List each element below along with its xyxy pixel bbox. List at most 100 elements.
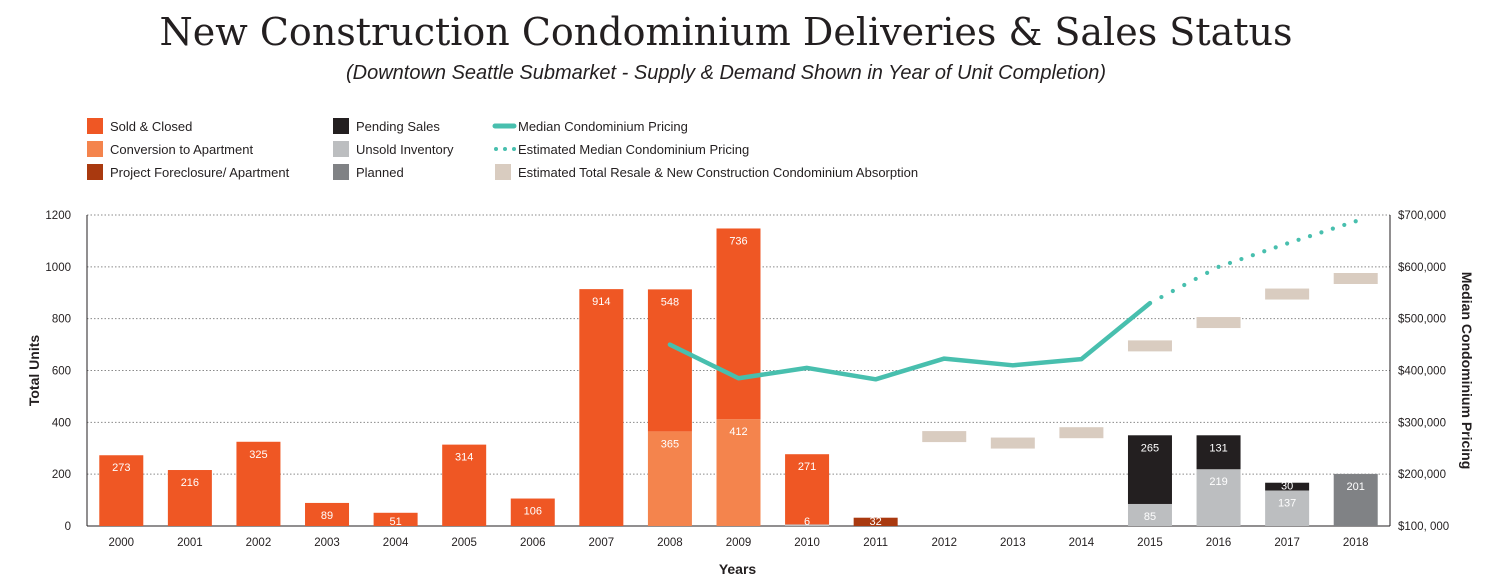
legend-item: Conversion to Apartment xyxy=(87,141,253,157)
y-axis-title: Total Units xyxy=(26,335,42,407)
estimated-pricing-dot xyxy=(1194,277,1198,281)
data-label: 548 xyxy=(661,296,679,308)
y-tick-label: 200 xyxy=(52,469,71,481)
x-tick-label: 2014 xyxy=(1069,537,1095,549)
x-tick-label: 2006 xyxy=(520,537,546,549)
legend-swatch xyxy=(87,141,103,157)
median-pricing xyxy=(670,219,1358,379)
bar-sold xyxy=(717,228,761,419)
legend-item: Sold & Closed xyxy=(87,118,192,134)
legend-label: Conversion to Apartment xyxy=(110,142,253,157)
absorption-marker xyxy=(922,431,966,442)
estimated-pricing-dot xyxy=(1296,238,1300,242)
legend-swatch xyxy=(333,118,349,134)
y-tick-label: 0 xyxy=(65,521,71,533)
data-label: 106 xyxy=(524,506,542,518)
estimated-pricing-dot xyxy=(1331,227,1335,231)
data-label: 314 xyxy=(455,452,473,464)
data-label: 219 xyxy=(1209,476,1227,488)
x-tick-label: 2017 xyxy=(1274,537,1300,549)
estimated-pricing-dot xyxy=(1228,261,1232,265)
data-label: 6 xyxy=(804,516,810,528)
legend-item: Median Condominium Pricing xyxy=(495,119,688,134)
legend-dot xyxy=(503,147,507,151)
y-tick-label: 1200 xyxy=(45,210,71,222)
legend-item: Pending Sales xyxy=(333,118,440,134)
legend-dot xyxy=(494,147,498,151)
y2-tick-label: $300,000 xyxy=(1398,417,1446,429)
absorption-marker xyxy=(991,438,1035,449)
absorption-marker xyxy=(1265,289,1309,300)
x-tick-label: 2011 xyxy=(863,537,888,549)
legend-label: Unsold Inventory xyxy=(356,142,454,157)
data-label: 201 xyxy=(1347,481,1365,493)
x-tick-label: 2015 xyxy=(1137,537,1163,549)
legend-swatch xyxy=(333,164,349,180)
absorption-marker xyxy=(1197,317,1241,328)
y2-tick-label: $100, 000 xyxy=(1398,521,1449,533)
data-label: 325 xyxy=(249,449,267,461)
x-tick-label: 2009 xyxy=(726,537,752,549)
legend-item: Project Foreclosure/ Apartment xyxy=(87,164,290,180)
legend-dot xyxy=(512,147,516,151)
estimated-pricing-dot xyxy=(1285,241,1289,245)
legend-swatch xyxy=(87,118,103,134)
absorption-marker xyxy=(1334,273,1378,284)
y2-tick-label: $700,000 xyxy=(1398,210,1446,222)
y2-tick-label: $200,000 xyxy=(1398,469,1446,481)
x-tick-label: 2003 xyxy=(314,537,340,549)
x-tick-label: 2004 xyxy=(383,537,409,549)
legend-item: Planned xyxy=(333,164,404,180)
estimated-pricing-dot xyxy=(1239,257,1243,261)
estimated-pricing-dot xyxy=(1319,230,1323,234)
x-tick-label: 2001 xyxy=(177,537,203,549)
bar-sold xyxy=(579,289,623,526)
legend-label: Estimated Total Resale & New Constructio… xyxy=(518,165,918,180)
absorption-marker xyxy=(1059,427,1103,438)
estimated-pricing-dot xyxy=(1182,283,1186,287)
x-tick-label: 2005 xyxy=(451,537,477,549)
x-tick-label: 2008 xyxy=(657,537,683,549)
x-tick-label: 2018 xyxy=(1343,537,1369,549)
legend-label: Estimated Median Condominium Pricing xyxy=(518,142,749,157)
legend-item: Estimated Total Resale & New Constructio… xyxy=(495,164,918,180)
y2-tick-label: $600,000 xyxy=(1398,262,1446,274)
estimated-pricing-dot xyxy=(1171,289,1175,293)
legend: Sold & Closed Conversion to Apartment Proj… xyxy=(87,118,918,180)
estimated-pricing-dot xyxy=(1216,265,1220,269)
bar-sold xyxy=(648,289,692,431)
legend-swatch xyxy=(495,164,511,180)
data-label: 914 xyxy=(592,296,610,308)
data-label: 271 xyxy=(798,461,816,473)
legend-label: Planned xyxy=(356,165,404,180)
y2-axis-title: Median Condominium Pricing xyxy=(1459,272,1475,470)
data-label: 131 xyxy=(1209,442,1227,454)
y-tick-label: 600 xyxy=(52,366,71,378)
condominium-chart: Sold & Closed Conversion to Apartment Proj… xyxy=(0,0,1500,584)
y-tick-label: 400 xyxy=(52,417,71,429)
data-label: 30 xyxy=(1281,480,1293,492)
x-axis-title: Years xyxy=(719,561,757,577)
data-label: 736 xyxy=(729,235,747,247)
data-label: 273 xyxy=(112,462,130,474)
estimated-pricing-dot xyxy=(1262,249,1266,253)
x-tick-label: 2007 xyxy=(589,537,615,549)
data-label: 89 xyxy=(321,510,333,522)
legend-item: Estimated Median Condominium Pricing xyxy=(494,142,749,157)
data-label: 85 xyxy=(1144,511,1156,523)
data-label: 32 xyxy=(870,516,882,528)
x-tick-label: 2013 xyxy=(1000,537,1026,549)
x-tick-label: 2010 xyxy=(794,537,820,549)
estimated-pricing-dot xyxy=(1354,219,1358,223)
absorption-marker xyxy=(1128,340,1172,351)
data-label: 51 xyxy=(389,516,401,528)
x-tick-label: 2016 xyxy=(1206,537,1232,549)
estimated-pricing-dot xyxy=(1205,271,1209,275)
y-tick-label: 1000 xyxy=(45,262,71,274)
data-label: 365 xyxy=(661,438,679,450)
y2-tick-label: $500,000 xyxy=(1398,314,1446,326)
legend-label: Median Condominium Pricing xyxy=(518,119,688,134)
data-label: 412 xyxy=(729,426,747,438)
estimated-pricing-dot xyxy=(1274,245,1278,249)
legend-label: Sold & Closed xyxy=(110,119,192,134)
